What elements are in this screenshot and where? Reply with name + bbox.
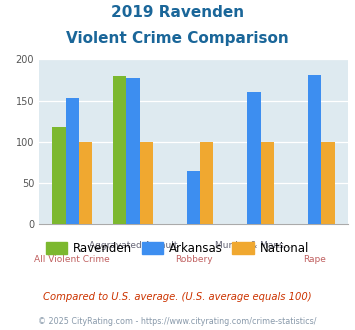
Bar xyxy=(79,142,92,224)
Text: Compared to U.S. average. (U.S. average equals 100): Compared to U.S. average. (U.S. average … xyxy=(43,292,312,302)
Bar xyxy=(113,76,126,224)
Text: © 2025 CityRating.com - https://www.cityrating.com/crime-statistics/: © 2025 CityRating.com - https://www.city… xyxy=(38,317,317,326)
Legend: Ravenden, Arkansas, National: Ravenden, Arkansas, National xyxy=(42,237,313,260)
Bar xyxy=(187,171,200,224)
Bar xyxy=(66,98,79,224)
Text: Robbery: Robbery xyxy=(175,255,212,264)
Bar xyxy=(308,75,321,224)
Bar xyxy=(200,142,213,224)
Text: Murder & Mans...: Murder & Mans... xyxy=(215,241,293,250)
Bar xyxy=(321,142,334,224)
Bar xyxy=(53,127,66,224)
Bar xyxy=(261,142,274,224)
Bar xyxy=(126,78,140,224)
Text: All Violent Crime: All Violent Crime xyxy=(34,255,110,264)
Bar xyxy=(247,92,261,224)
Text: Violent Crime Comparison: Violent Crime Comparison xyxy=(66,31,289,46)
Text: 2019 Ravenden: 2019 Ravenden xyxy=(111,5,244,20)
Bar xyxy=(140,142,153,224)
Text: Aggravated Assault: Aggravated Assault xyxy=(89,241,177,250)
Text: Rape: Rape xyxy=(303,255,326,264)
